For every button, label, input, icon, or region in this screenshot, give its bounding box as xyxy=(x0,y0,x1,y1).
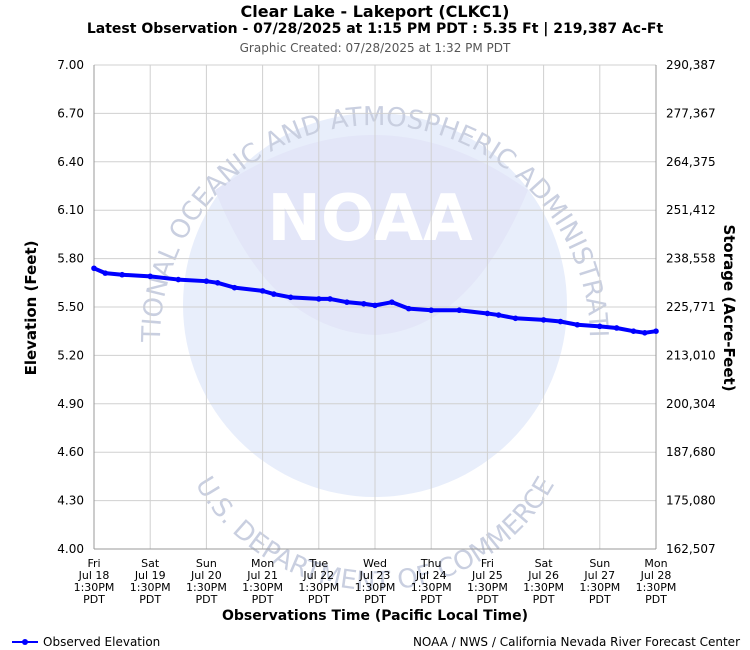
y2-tick-label: 213,010 xyxy=(666,348,716,362)
data-point xyxy=(613,325,620,331)
series-observed-elevation xyxy=(91,265,659,336)
data-point xyxy=(428,307,435,314)
y2-tick-label: 238,558 xyxy=(666,252,716,266)
y-tick-label: 6.40 xyxy=(57,155,84,169)
x-tick-label: Fri Jul 18 1:30PM PDT xyxy=(74,557,115,606)
data-point xyxy=(372,302,378,309)
chart-title: Clear Lake - Lakeport (CLKC1) xyxy=(240,2,510,21)
y-tick-label: 4.30 xyxy=(57,494,84,508)
y2-tick-label: 225,771 xyxy=(666,300,716,314)
y2-tick-label: 277,367 xyxy=(666,106,716,120)
axes xyxy=(93,65,657,550)
y-tick-label: 4.60 xyxy=(57,445,84,459)
data-point xyxy=(175,276,182,283)
data-point xyxy=(653,328,659,335)
legend-label: Observed Elevation xyxy=(43,635,161,649)
data-point xyxy=(484,310,491,317)
y-tick-label: 7.00 xyxy=(57,58,84,72)
data-point xyxy=(557,318,564,325)
x-tick-label: Tue Jul 22 1:30PM PDT xyxy=(298,557,339,606)
data-point xyxy=(389,299,395,305)
y2-tick-label: 187,680 xyxy=(666,445,716,459)
data-point xyxy=(456,307,463,314)
data-point xyxy=(512,315,519,322)
y2-axis-label: Storage (Acre-Feet) xyxy=(720,224,738,391)
data-point xyxy=(287,294,294,301)
data-point xyxy=(271,291,277,297)
y-tick-label: 5.20 xyxy=(57,348,84,362)
data-point xyxy=(540,317,547,323)
data-point xyxy=(316,296,322,302)
x-tick-label: Thu Jul 24 1:30PM PDT xyxy=(411,557,452,606)
data-point xyxy=(102,270,109,276)
data-point xyxy=(231,284,238,291)
data-point xyxy=(641,330,648,336)
y-tick-labels: 4.00 4.30 4.60 4.90 5.20 5.50 5.80 6.10 6.40 6.70… xyxy=(57,58,84,556)
data-point xyxy=(360,300,367,307)
x-tick-label: Sat Jul 26 1:30PM PDT xyxy=(523,557,564,606)
data-point xyxy=(119,271,125,278)
x-tick-label: Mon Jul 28 1:30PM PDT xyxy=(636,557,677,606)
x-tick-label: Wed Jul 23 1:30PM PDT xyxy=(355,557,396,606)
x-tick-labels: Fri Jul 18 1:30PM PDT Sat Jul 19 1:30PM PDT Sun J… xyxy=(74,557,677,606)
legend-line-marker-icon xyxy=(12,639,38,645)
noaa-logo-text: NOAA xyxy=(267,182,473,256)
y2-tick-label: 251,412 xyxy=(666,203,716,217)
graphic-created: Graphic Created: 07/28/2025 at 1:32 PM P… xyxy=(239,41,511,55)
x-tick-label: Mon Jul 21 1:30PM PDT xyxy=(242,557,283,606)
y-tick-label: 4.00 xyxy=(57,542,84,556)
y2-tick-label: 200,304 xyxy=(666,397,716,411)
data-point xyxy=(327,296,333,302)
data-point xyxy=(203,278,210,284)
y-tick-label: 6.10 xyxy=(57,203,84,217)
latest-observation: Latest Observation - 07/28/2025 at 1:15 … xyxy=(86,21,664,37)
data-point xyxy=(574,321,581,328)
y-tick-label: 5.50 xyxy=(57,300,84,314)
x-tick-label: Sun Jul 20 1:30PM PDT xyxy=(186,557,227,606)
data-point xyxy=(147,273,153,280)
data-point xyxy=(259,288,266,294)
y-tick-label: 6.70 xyxy=(57,106,84,120)
y2-tick-label: 175,080 xyxy=(666,494,716,508)
x-tick-label: Sat Jul 19 1:30PM PDT xyxy=(130,557,171,606)
data-point xyxy=(597,323,603,330)
y2-tick-label: 290,387 xyxy=(666,58,716,72)
data-point xyxy=(344,299,350,305)
data-point xyxy=(495,312,502,318)
y-tick-label: 5.80 xyxy=(57,252,84,266)
data-point xyxy=(405,305,412,312)
y-tick-label: 4.90 xyxy=(57,397,84,411)
data-point xyxy=(630,328,637,335)
y2-tick-label: 264,375 xyxy=(666,155,716,169)
data-point xyxy=(214,280,221,286)
legend: Observed Elevation xyxy=(12,635,160,649)
data-point xyxy=(91,265,97,272)
y-axis-label: Elevation (Feet) xyxy=(22,241,40,376)
x-axis-label: Observations Time (Pacific Local Time) xyxy=(222,608,528,624)
y2-tick-label: 162,507 xyxy=(666,542,716,556)
footer-credit: NOAA / NWS / California Nevada River For… xyxy=(412,635,740,649)
y2-tick-labels: 162,507 175,080 187,680 200,304 213,010 225,7… xyxy=(666,58,716,556)
x-tick-label: Fri Jul 25 1:30PM PDT xyxy=(467,557,508,606)
x-tick-label: Sun Jul 27 1:30PM PDT xyxy=(579,557,620,606)
